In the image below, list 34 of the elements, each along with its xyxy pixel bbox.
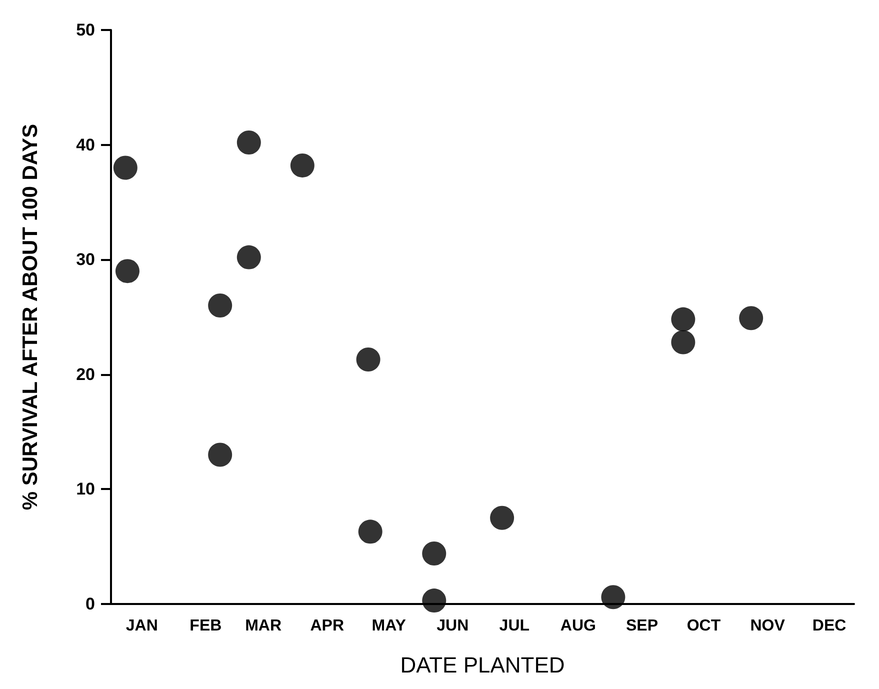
x-tick-label: JAN bbox=[126, 618, 158, 634]
y-tick-label: 0 bbox=[86, 594, 95, 614]
point bbox=[290, 153, 314, 178]
x-tick-label: NOV bbox=[750, 618, 786, 634]
x-tick-label: JUN bbox=[436, 618, 469, 634]
y-tick-label: 30 bbox=[76, 250, 95, 270]
y-tick-label: 20 bbox=[76, 364, 95, 384]
x-axis-title: DATE PLANTED bbox=[400, 652, 565, 678]
point bbox=[671, 330, 696, 354]
y-tick-label: 10 bbox=[76, 480, 95, 499]
point bbox=[358, 520, 382, 544]
x-tick-label: FEB bbox=[190, 618, 222, 634]
point bbox=[671, 307, 696, 332]
x-tick-label: OCT bbox=[686, 618, 721, 634]
point bbox=[113, 156, 138, 180]
point bbox=[356, 347, 380, 372]
x-tick-label: MAR bbox=[245, 618, 282, 634]
x-tick-label: SEP bbox=[626, 618, 658, 634]
x-tick-label: DEC bbox=[812, 618, 847, 634]
point bbox=[422, 541, 446, 566]
y-tick-label: 40 bbox=[76, 135, 95, 154]
x-tick-label: APR bbox=[310, 618, 344, 634]
point bbox=[601, 585, 626, 610]
point bbox=[236, 130, 261, 154]
y-tick-label: 50 bbox=[76, 20, 95, 40]
point bbox=[422, 588, 446, 613]
point bbox=[236, 245, 261, 270]
point bbox=[739, 306, 764, 330]
x-tick-label: JUL bbox=[499, 618, 530, 634]
x-tick-label: AUG bbox=[560, 618, 596, 634]
point bbox=[115, 259, 140, 284]
x-tick-label: MAY bbox=[372, 618, 406, 634]
y-axis-title: % SURVIVAL AFTER ABOUT 100 DAYS bbox=[19, 124, 42, 510]
point bbox=[490, 506, 514, 530]
